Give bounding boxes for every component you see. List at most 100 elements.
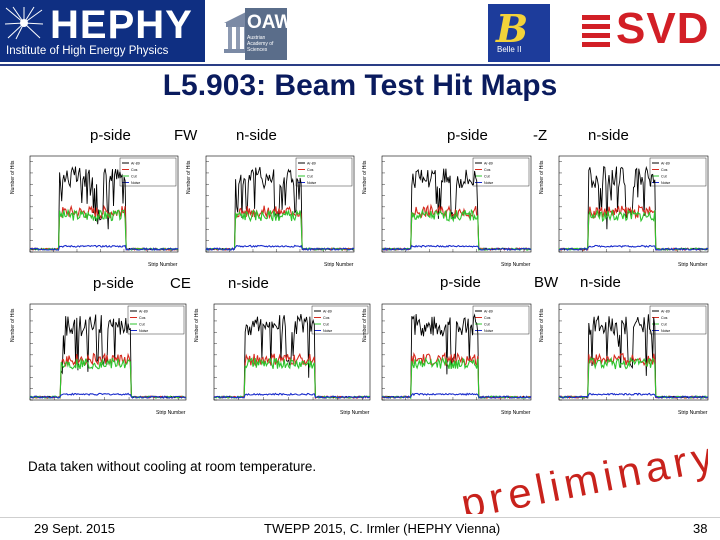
legend-entry: Cos xyxy=(661,316,668,320)
legend-entry: Cos xyxy=(307,168,314,172)
legend-entry: Cos xyxy=(484,316,491,320)
legend-entry: Noise xyxy=(484,329,493,333)
panel3-middle-label: CE xyxy=(170,275,191,292)
y-axis-label: Number of Hits xyxy=(362,308,368,342)
legend-entry: Cut xyxy=(307,175,313,179)
series-line xyxy=(381,392,532,399)
legend-entry: Cut xyxy=(661,175,667,179)
x-axis-label: Strip Number xyxy=(340,410,370,416)
hephy-name: HEPHY xyxy=(50,3,193,47)
svd-stack-icon xyxy=(582,15,610,47)
legend-entry: Cut xyxy=(661,323,667,327)
legend-entry: Cut xyxy=(484,323,490,327)
hit-map-plot: Strip Number Number of Hits Ar-89 Cos Cut Noi… xyxy=(10,303,187,416)
legend-entry: Noise xyxy=(661,181,670,185)
panel3-right-label: n-side xyxy=(228,275,269,292)
panel2-right-label: n-side xyxy=(588,127,629,144)
particle-track-icon xyxy=(4,6,44,40)
belle-subtitle: Belle II xyxy=(497,45,522,54)
plot-legend xyxy=(472,157,530,187)
legend-entry: Cos xyxy=(139,316,146,320)
footer-date: 29 Sept. 2015 xyxy=(34,521,115,536)
oaw-subtitle: Austrian Academy of Sciences xyxy=(247,35,274,53)
plot-legend xyxy=(472,305,530,335)
plot-legend xyxy=(127,305,185,335)
hit-map-plot: Strip Number Number of Hits Ar-89 Cos Cut Noi… xyxy=(186,155,355,268)
slide-title: L5.903: Beam Test Hit Maps xyxy=(162,69,558,102)
legend-entry: Noise xyxy=(131,181,140,185)
hit-map-plot: Strip Number Number of Hits Ar-89 Cos Cut Noi… xyxy=(539,155,709,268)
y-axis-label: Number of Hits xyxy=(539,308,545,342)
y-axis-label: Number of Hits xyxy=(539,160,545,194)
measurement-note: Data taken without cooling at room tempe… xyxy=(28,459,317,474)
legend-entry: Cos xyxy=(323,316,330,320)
panel1-left-label: p-side xyxy=(90,127,131,144)
hit-map-plot: Strip Number Number of Hits Ar-89 Cos Cut Noi… xyxy=(362,155,532,268)
preliminary-text: preliminary xyxy=(457,432,708,514)
legend-entry: Noise xyxy=(484,181,493,185)
legend-entry: Noise xyxy=(661,329,670,333)
footer-conference: TWEPP 2015, C. Irmler (HEPHY Vienna) xyxy=(264,521,501,536)
series-line xyxy=(29,244,179,251)
oaw-name: OAW xyxy=(247,12,293,33)
panel1-middle-label: FW xyxy=(174,127,198,144)
x-axis-label: Strip Number xyxy=(501,410,531,416)
page-number: 38 xyxy=(693,521,708,536)
legend-entry: Ar-89 xyxy=(323,310,332,314)
legend-entry: Ar-89 xyxy=(661,310,670,314)
legend-entry: Ar-89 xyxy=(307,162,316,166)
plot-legend xyxy=(649,157,707,187)
oaw-badge xyxy=(245,8,287,60)
panel4-right-label: n-side xyxy=(580,274,621,291)
legend-entry: Cos xyxy=(484,168,491,172)
legend-entry: Ar-89 xyxy=(139,310,148,314)
plot-legend xyxy=(649,305,707,335)
legend-entry: Cos xyxy=(661,168,668,172)
panel3-left-label: p-side xyxy=(93,275,134,292)
panel2-left-label: p-side xyxy=(447,127,488,144)
panel1-right-label: n-side xyxy=(236,127,277,144)
hit-map-plot: Strip Number Number of Hits Ar-89 Cos Cut Noi… xyxy=(362,303,532,416)
hit-map-plot: Strip Number Number of Hits Ar-89 Cos Cut Noi… xyxy=(194,303,371,416)
belle-logo xyxy=(488,4,550,62)
x-axis-label: Strip Number xyxy=(156,410,186,416)
legend-entry: Noise xyxy=(307,181,316,185)
y-axis-label: Number of Hits xyxy=(10,160,16,194)
series-line xyxy=(213,392,371,399)
legend-entry: Cut xyxy=(139,323,145,327)
preliminary-watermark: preliminary xyxy=(457,432,708,514)
legend-entry: Cut xyxy=(484,175,490,179)
x-axis-label: Strip Number xyxy=(148,262,178,268)
legend-entry: Cut xyxy=(131,175,137,179)
legend-entry: Ar-89 xyxy=(131,162,140,166)
legend-entry: Ar-89 xyxy=(484,310,493,314)
header-divider xyxy=(0,64,720,66)
panel4-left-label: p-side xyxy=(440,274,481,291)
y-axis-label: Number of Hits xyxy=(10,308,16,342)
plot-legend xyxy=(311,305,369,335)
x-axis-label: Strip Number xyxy=(501,262,531,268)
plot-legend xyxy=(295,157,353,187)
series-line xyxy=(558,244,709,251)
panel2-middle-label: -Z xyxy=(533,127,548,144)
series-line xyxy=(29,392,187,399)
series-line xyxy=(558,392,709,400)
plot-legend xyxy=(119,157,177,187)
legend-entry: Ar-89 xyxy=(661,162,670,166)
x-axis-label: Strip Number xyxy=(324,262,354,268)
belle-mark: B xyxy=(496,6,529,51)
legend-entry: Noise xyxy=(323,329,332,333)
y-axis-label: Number of Hits xyxy=(186,160,192,194)
footer-divider xyxy=(0,517,720,518)
hit-map-plot: Strip Number Number of Hits Ar-89 Cos Cut Noi… xyxy=(539,303,709,416)
legend-entry: Cos xyxy=(131,168,138,172)
x-axis-label: Strip Number xyxy=(678,410,708,416)
header-bar: HEPHY Institute of High Energy Physics O… xyxy=(0,0,720,65)
svd-name: SVD xyxy=(616,4,710,53)
x-axis-label: Strip Number xyxy=(678,262,708,268)
legend-entry: Cut xyxy=(323,323,329,327)
y-axis-label: Number of Hits xyxy=(362,160,368,194)
y-axis-label: Number of Hits xyxy=(194,308,200,342)
hit-map-plot: Strip Number Number of Hits Ar-89 Cos Cut Noi… xyxy=(10,155,179,268)
series-line xyxy=(381,244,532,252)
